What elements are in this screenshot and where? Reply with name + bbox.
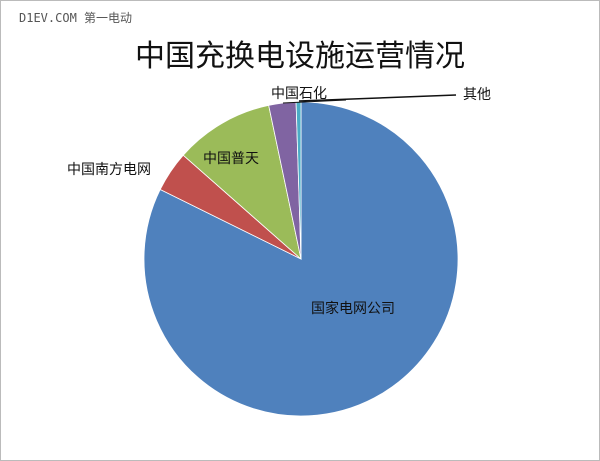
slice-state-grid: [143, 101, 459, 417]
chart-title: 中国充换电设施运营情况: [135, 39, 465, 74]
leader-line-other: [298, 94, 457, 102]
label-potevio: 中国普天: [203, 151, 259, 167]
label-other: 其他: [463, 87, 491, 103]
slice-potevio: [182, 104, 302, 261]
label-southern-grid: 中国南方电网: [67, 162, 151, 178]
label-state-grid: 国家电网公司: [311, 300, 395, 317]
label-sinopec: 中国石化: [271, 86, 327, 102]
watermark: D1EV.COM 第一电动: [19, 11, 133, 25]
leader-line-sinopec: [282, 99, 347, 104]
